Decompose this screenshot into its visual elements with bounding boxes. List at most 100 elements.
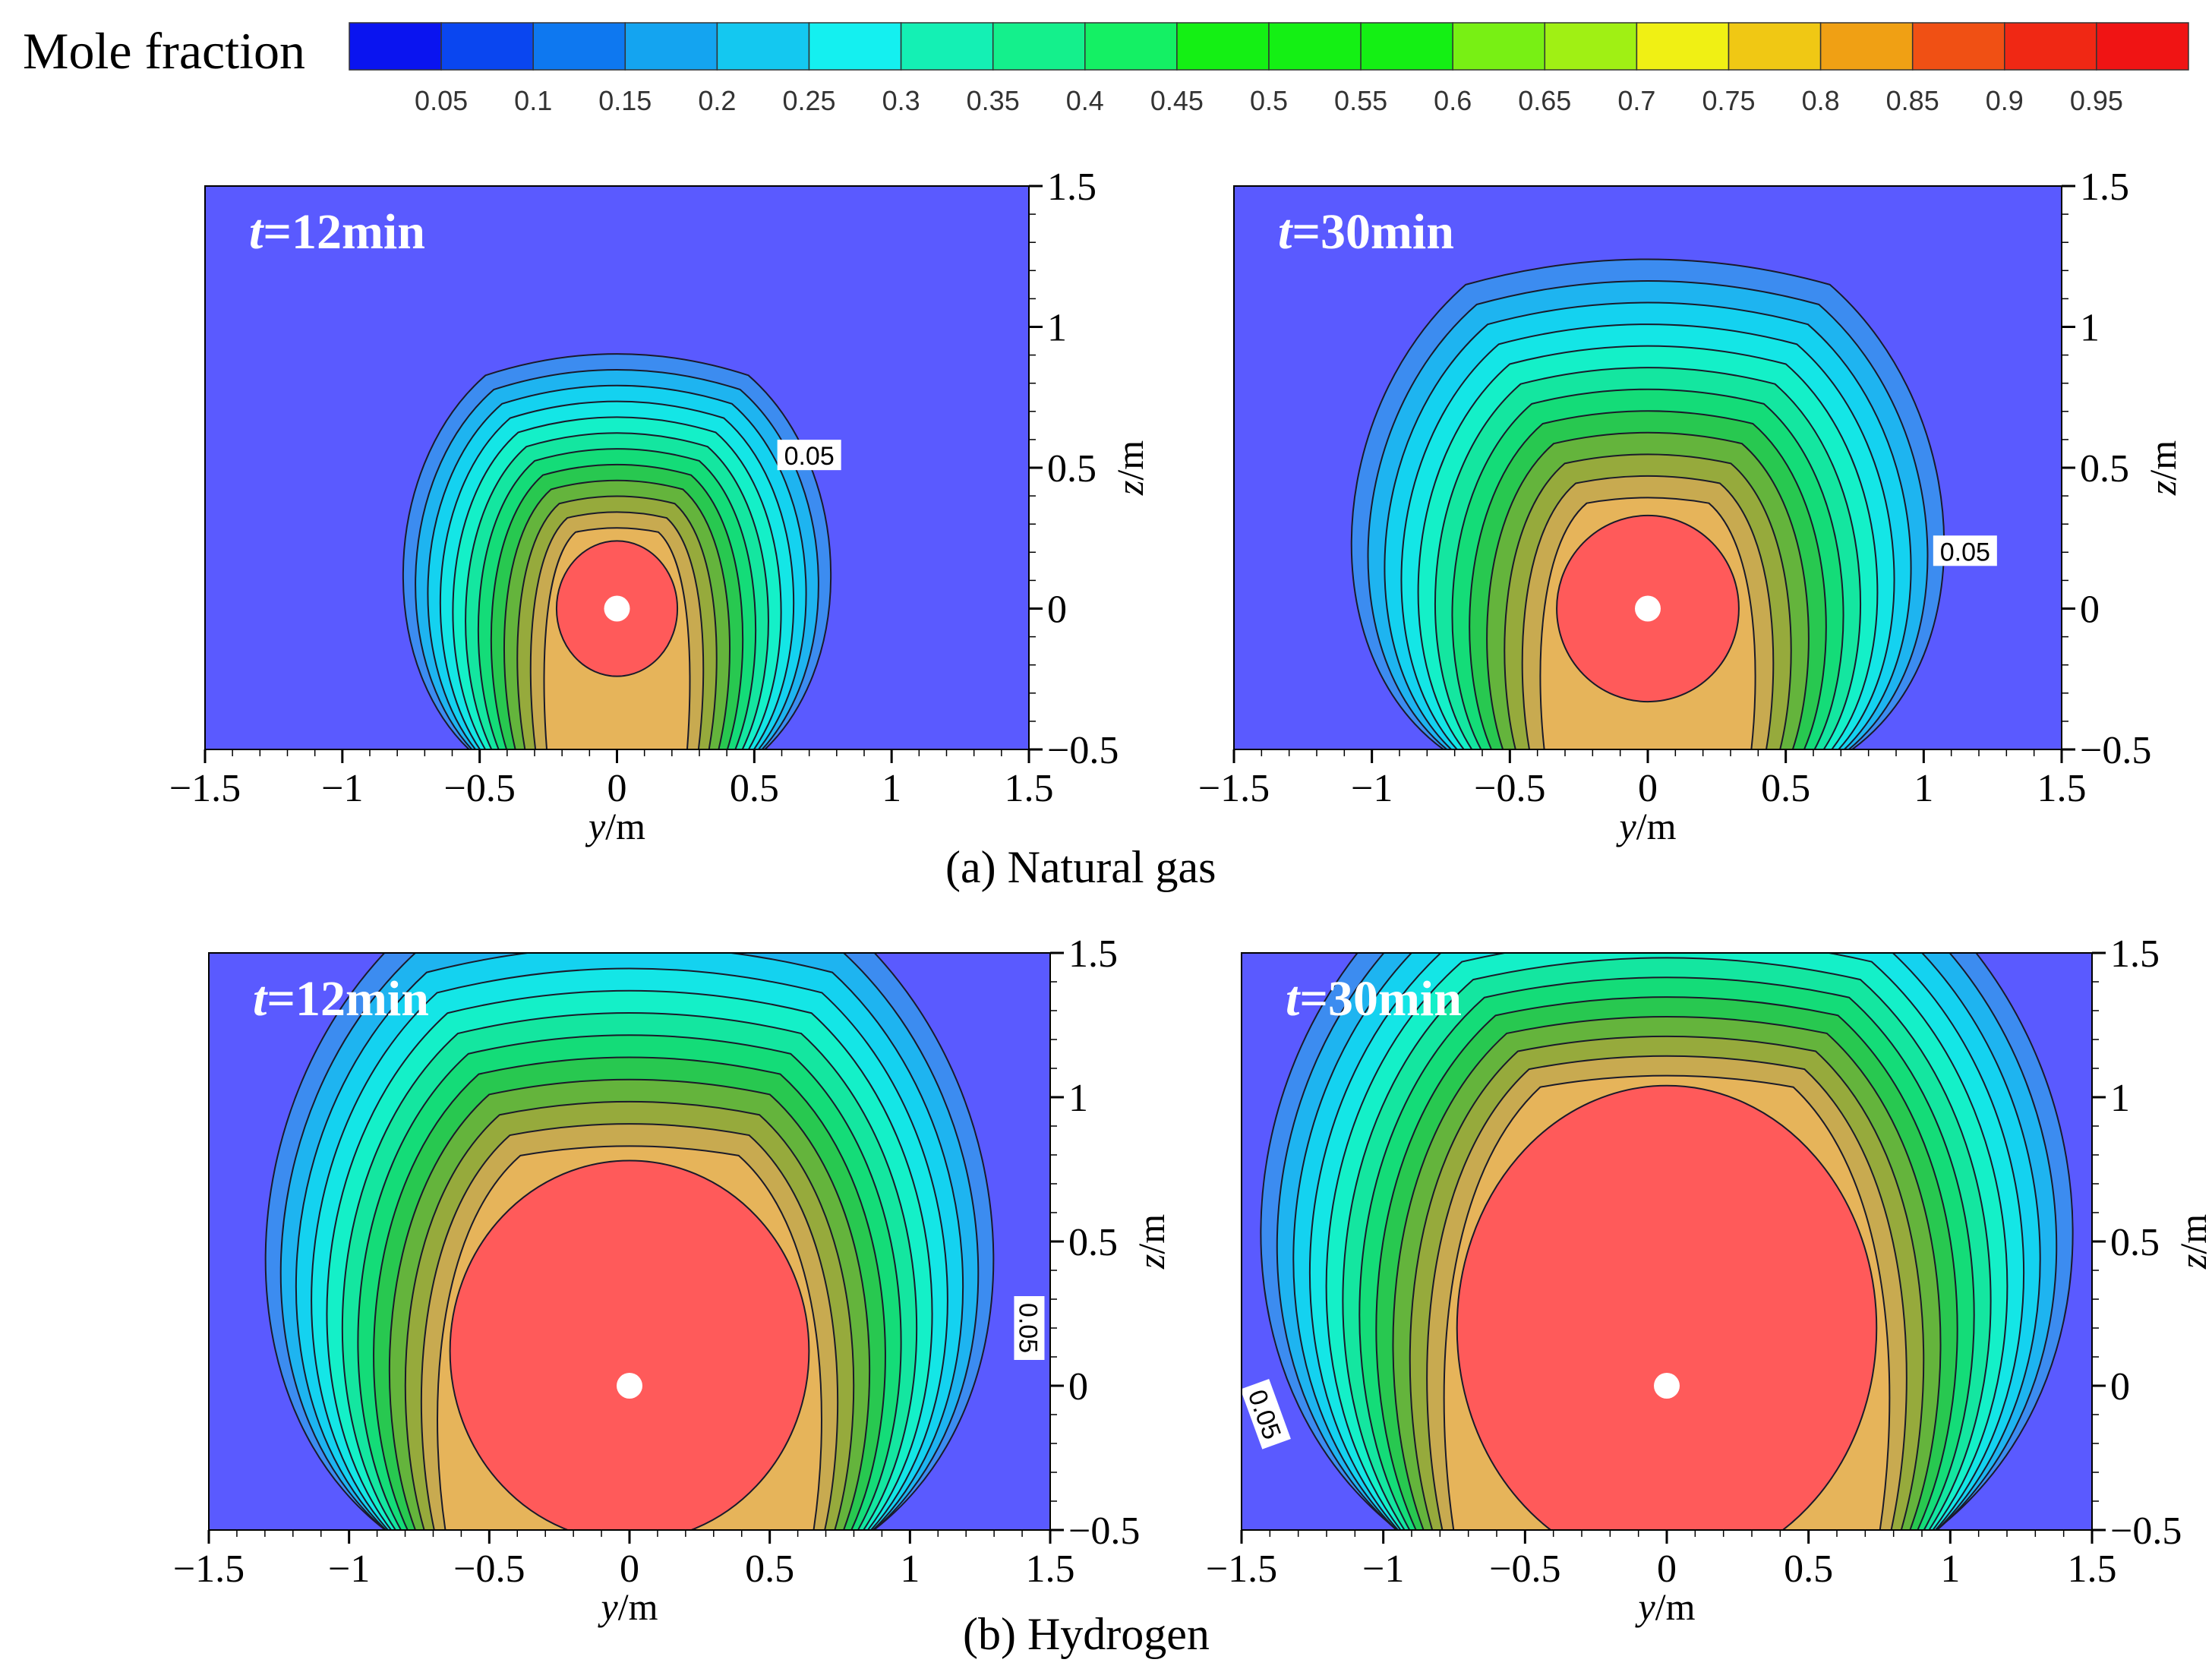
z-tick-label: 0.5 bbox=[1068, 1221, 1118, 1264]
colorbar-cell bbox=[1819, 22, 1914, 71]
colorbar-title: Mole fraction bbox=[23, 22, 305, 80]
x-tick-label: 0 bbox=[1638, 767, 1658, 810]
z-axis-unit: /m bbox=[2141, 440, 2184, 481]
z-axis-unit: /m bbox=[1130, 1214, 1172, 1254]
z-tick-label: 1 bbox=[2110, 1077, 2130, 1120]
z-tick-label: 0 bbox=[1047, 588, 1067, 632]
x-tick-label: −1.5 bbox=[173, 1547, 245, 1591]
z-axis-title: z/m bbox=[1109, 440, 1151, 496]
contour-band bbox=[449, 1159, 810, 1530]
z-axis-unit: /m bbox=[1109, 440, 1151, 481]
x-axis-var: y bbox=[1635, 1585, 1656, 1628]
z-tick-label: −0.5 bbox=[1047, 729, 1119, 772]
colorbar-tick-label: 0.35 bbox=[967, 85, 1020, 116]
colorbar-cell bbox=[1268, 22, 1362, 71]
x-axis-title: y/m bbox=[585, 805, 645, 847]
x-tick-label: −1 bbox=[321, 767, 363, 810]
axes-hydrogen-30min: −1.5 −1 −0.5 0 0.5 1 1.5−0.500.511.5y/mz/m bbox=[1206, 932, 2212, 1628]
x-tick-label: 0 bbox=[620, 1547, 639, 1591]
contour-tag: 0.05 bbox=[1013, 1296, 1045, 1360]
colorbar-cell bbox=[1360, 22, 1453, 71]
source-point bbox=[1635, 595, 1661, 622]
colorbar-tick-label: 0.95 bbox=[2070, 85, 2123, 116]
x-tick-label: −1 bbox=[1351, 767, 1393, 810]
z-tick-label: 0.5 bbox=[2110, 1221, 2160, 1264]
colorbar-tick-label: 0.9 bbox=[1986, 85, 2024, 116]
x-axis-title: y/m bbox=[1616, 805, 1677, 847]
axes-natural-gas-12min: −1.5 −1 −0.5 0 0.5 1 1.5−0.500.511.5y/mz/m bbox=[169, 166, 1151, 847]
z-tick-label: −0.5 bbox=[2110, 1510, 2182, 1553]
colorbar-cell bbox=[1176, 22, 1270, 71]
colorbar-tick-label: 0.7 bbox=[1617, 85, 1655, 116]
colorbar-tick-label: 0.5 bbox=[1250, 85, 1288, 116]
x-tick-label: −1.5 bbox=[169, 767, 241, 810]
colorbar-tick-label: 0.1 bbox=[514, 85, 552, 116]
x-tick-label: −0.5 bbox=[444, 767, 516, 810]
panel-hydrogen-12min: 0.05 t=12min bbox=[209, 953, 1050, 1530]
z-axis-title: z/m bbox=[2172, 1214, 2212, 1270]
colorbar-cells bbox=[349, 22, 2189, 71]
z-tick-label: 0.5 bbox=[1047, 447, 1097, 491]
x-tick-label: 0.5 bbox=[1784, 1547, 1833, 1591]
panel-time-label: t=30min bbox=[1278, 204, 1454, 260]
panel-time-label: t=12min bbox=[253, 971, 429, 1027]
x-tick-label: 1 bbox=[1914, 767, 1933, 810]
x-tick-label: 0.5 bbox=[1761, 767, 1810, 810]
colorbar-tick-label: 0.55 bbox=[1334, 85, 1387, 116]
contour-band bbox=[1456, 1084, 1878, 1530]
x-axis-unit: /m bbox=[605, 805, 645, 847]
colorbar-tick-label: 0.8 bbox=[1802, 85, 1840, 116]
colorbar-cell bbox=[1544, 22, 1638, 71]
colorbar-tick-label: 0.05 bbox=[415, 85, 468, 116]
x-tick-label: 1.5 bbox=[1026, 1547, 1075, 1591]
time-label-value: =12min bbox=[263, 204, 425, 260]
z-tick-label: 0.5 bbox=[2080, 447, 2129, 491]
z-tick-label: 0 bbox=[1068, 1365, 1088, 1409]
colorbar-cell bbox=[808, 22, 902, 71]
z-axis-var: z bbox=[1130, 1254, 1172, 1270]
caption-hydrogen: (b) Hydrogen bbox=[963, 1609, 1210, 1659]
colorbar-tick-label: 0.85 bbox=[1886, 85, 1939, 116]
x-tick-label: −0.5 bbox=[453, 1547, 525, 1591]
z-tick-label: −0.5 bbox=[1068, 1510, 1140, 1553]
time-label-var: t bbox=[249, 204, 264, 260]
colorbar-tick-label: 0.45 bbox=[1150, 85, 1204, 116]
z-axis-var: z bbox=[1109, 481, 1151, 496]
panel-time-label: t=12min bbox=[249, 204, 425, 260]
z-tick-label: 1 bbox=[1068, 1077, 1088, 1120]
contour-tag: 0.05 bbox=[1242, 1379, 1291, 1450]
contour-tag-box bbox=[1014, 1296, 1045, 1360]
contour-tag-label: 0.05 bbox=[784, 442, 835, 471]
z-axis-unit: /m bbox=[2172, 1214, 2212, 1254]
colorbar-tick-label: 0.2 bbox=[698, 85, 736, 116]
z-axis-var: z bbox=[2141, 481, 2184, 496]
x-tick-label: 0 bbox=[607, 767, 627, 810]
z-axis-var: z bbox=[2172, 1254, 2212, 1270]
x-tick-label: 1 bbox=[882, 767, 901, 810]
x-axis-var: y bbox=[585, 805, 606, 847]
time-label-value: =30min bbox=[1292, 204, 1454, 260]
x-tick-label: −1.5 bbox=[1206, 1547, 1277, 1591]
z-tick-label: 1.5 bbox=[1068, 932, 1118, 976]
source-point bbox=[604, 595, 630, 622]
colorbar-tick-label: 0.75 bbox=[1702, 85, 1755, 116]
x-tick-label: 1 bbox=[900, 1547, 920, 1591]
contour-tag: 0.05 bbox=[777, 440, 841, 471]
z-tick-label: 1.5 bbox=[2080, 166, 2129, 209]
z-tick-label: 1.5 bbox=[1047, 166, 1097, 209]
time-label-value: =30min bbox=[1299, 971, 1462, 1027]
z-tick-label: 1 bbox=[2080, 307, 2100, 350]
x-tick-label: 1.5 bbox=[2068, 1547, 2117, 1591]
time-label-var: t bbox=[253, 971, 268, 1027]
colorbar-cell bbox=[716, 22, 810, 71]
x-axis-var: y bbox=[1616, 805, 1637, 847]
colorbar-cell bbox=[1911, 22, 2005, 71]
colorbar-labels: 0.05 0.1 0.15 0.2 0.25 0.3 0.35 0.4 0.45 0.5 0.55 0… bbox=[415, 85, 2123, 116]
colorbar-tick-label: 0.3 bbox=[882, 85, 920, 116]
contour-tag-box bbox=[1933, 535, 1997, 566]
x-tick-label: −1 bbox=[328, 1547, 370, 1591]
contour-tag-box bbox=[777, 440, 841, 471]
z-axis-title: z/m bbox=[1130, 1214, 1172, 1270]
x-tick-label: 1 bbox=[1940, 1547, 1960, 1591]
